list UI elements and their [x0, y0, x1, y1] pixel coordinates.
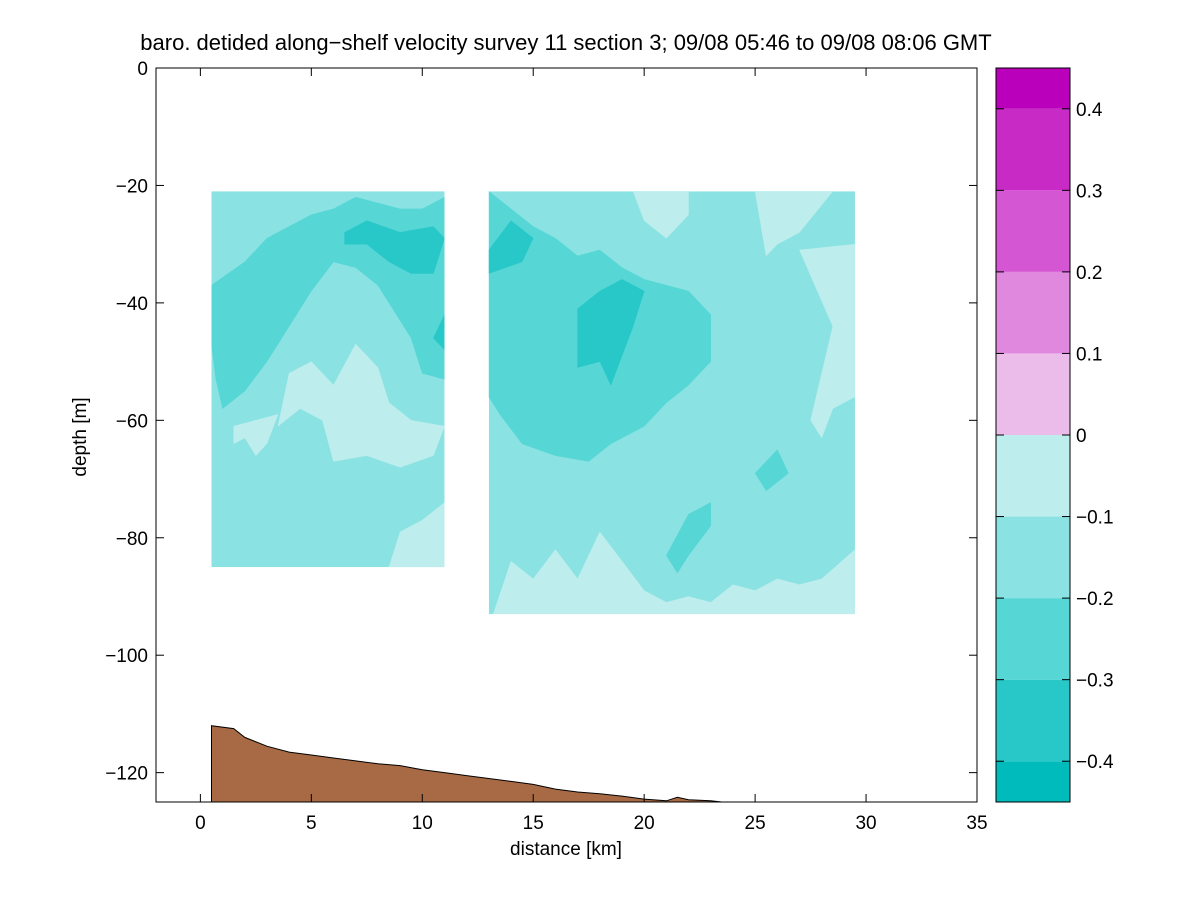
- x-tick-label: 35: [966, 813, 987, 834]
- colorbar-band: [996, 435, 1070, 517]
- colorbar-band: [996, 68, 1070, 109]
- y-tick-label: −60: [116, 411, 148, 432]
- colorbar-band: [996, 679, 1070, 762]
- y-tick-label: −20: [116, 176, 148, 197]
- x-tick-label: 30: [855, 813, 876, 834]
- section-a: [211, 191, 445, 568]
- contour-region: [666, 502, 711, 574]
- colorbar-band: [996, 353, 1070, 435]
- plot-area: 0 5 10 15 20 25 30 35 0 −20 −40 −60 −80 −100 −120: [105, 59, 987, 834]
- x-tick-label: 15: [523, 813, 544, 834]
- colorbar-tick-label: 0.4: [1076, 100, 1103, 121]
- colorbar-band: [996, 108, 1070, 191]
- colorbar-tick-label: 0.2: [1076, 263, 1102, 284]
- bathymetry: [211, 725, 722, 803]
- contour-region: [632, 191, 689, 239]
- contour-region: [233, 414, 279, 457]
- y-tick-label: −100: [105, 646, 148, 667]
- colorbar-tick-label: 0.3: [1076, 181, 1102, 202]
- x-axis-label: distance [km]: [510, 839, 622, 860]
- colorbar-band: [996, 190, 1070, 272]
- colorbar-tick-label: 0.1: [1076, 344, 1102, 365]
- colorbar-band: [996, 516, 1070, 599]
- contour-region: [277, 343, 445, 468]
- y-tick-label: 0: [137, 59, 148, 80]
- x-tick-label: 5: [306, 813, 317, 834]
- contour-region: [488, 220, 534, 274]
- y-axis-label: depth [m]: [70, 397, 91, 476]
- colorbar-tick-label: 0: [1076, 426, 1087, 447]
- colorbar-tick-label: −0.4: [1076, 752, 1114, 773]
- colorbar-band: [996, 271, 1070, 354]
- contour-region: [388, 502, 445, 568]
- x-tick-label: 10: [412, 813, 433, 834]
- contour-region: [493, 531, 855, 615]
- x-tick-label: 20: [634, 813, 655, 834]
- contour-region: [799, 243, 855, 439]
- colorbar-tick-label: −0.3: [1076, 671, 1114, 692]
- chart-title: baro. detided along−shelf velocity surve…: [140, 30, 991, 55]
- colorbar: 0.4 0.3 0.2 0.1 0 −0.1 −0.2 −0.3 −0.4: [995, 67, 1114, 803]
- x-tick-label: 0: [195, 813, 206, 834]
- contour-region: [433, 314, 445, 351]
- colorbar-band: [996, 598, 1070, 680]
- plot-frame: [155, 67, 978, 803]
- contour-region: [344, 220, 445, 274]
- y-tick-label: −80: [116, 529, 148, 550]
- colorbar-tick-label: −0.2: [1076, 589, 1114, 610]
- contour-region: [754, 449, 789, 492]
- colorbar-tick-label: −0.1: [1076, 508, 1114, 529]
- y-tick-label: −120: [105, 764, 148, 785]
- y-tick-label: −40: [116, 294, 148, 315]
- x-tick-label: 25: [745, 813, 766, 834]
- section-b: [488, 191, 855, 615]
- contour-region: [577, 279, 645, 386]
- colorbar-band: [996, 761, 1070, 802]
- contour-region: [754, 191, 834, 257]
